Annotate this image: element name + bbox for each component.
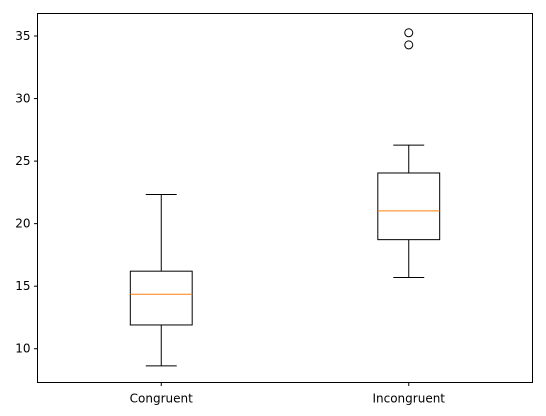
- axes-frame: [37, 13, 533, 383]
- box-marks: [129, 28, 441, 367]
- x-tick-label-incongruent: Incongruent: [372, 392, 445, 406]
- axis-ticks: Congruent Incongruent 10 15 20 25 30 35: [15, 29, 445, 405]
- congruent-box: [129, 270, 193, 326]
- y-tick-label-30: 30: [15, 92, 30, 106]
- y-tick-label-35: 35: [15, 29, 30, 43]
- y-tick-label-25: 25: [15, 154, 30, 168]
- incongruent-outlier-1: [404, 40, 414, 50]
- x-tick-label-congruent: Congruent: [130, 392, 193, 406]
- y-tick-label-10: 10: [15, 342, 30, 356]
- y-tick-label-15: 15: [15, 279, 30, 293]
- incongruent-outlier-2: [404, 28, 414, 38]
- y-tick-label-20: 20: [15, 217, 30, 231]
- incongruent-box: [377, 172, 441, 241]
